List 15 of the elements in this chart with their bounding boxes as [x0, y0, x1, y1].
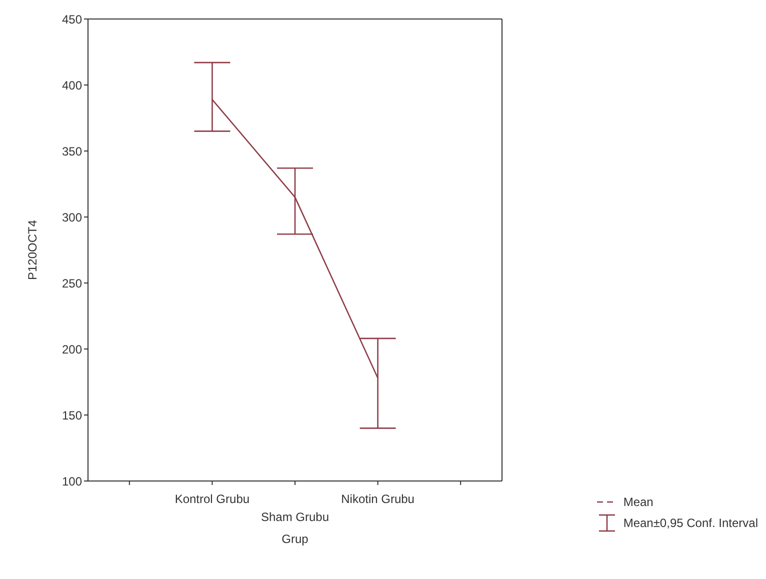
x-axis-title: Grup: [282, 532, 309, 546]
y-tick-label: 350: [62, 144, 82, 158]
y-axis-title: P120OCT4: [25, 220, 40, 280]
y-tick-label: 450: [62, 12, 82, 26]
y-tick-label: 150: [62, 408, 82, 422]
y-tick-label: 250: [62, 276, 82, 290]
y-tick-label: 300: [62, 210, 82, 224]
legend-label: Mean: [623, 495, 654, 509]
x-tick-label: Nikotin Grubu: [341, 492, 414, 506]
x-tick-label: Kontrol Grubu: [174, 492, 250, 506]
x-tick-label: Sham Grubu: [260, 510, 330, 524]
y-tick-label: 100: [62, 474, 82, 488]
y-tick-label: 200: [62, 342, 82, 356]
y-tick-label: 400: [62, 78, 82, 92]
text: Mean±0,95 Conf. Interval: [623, 516, 758, 530]
